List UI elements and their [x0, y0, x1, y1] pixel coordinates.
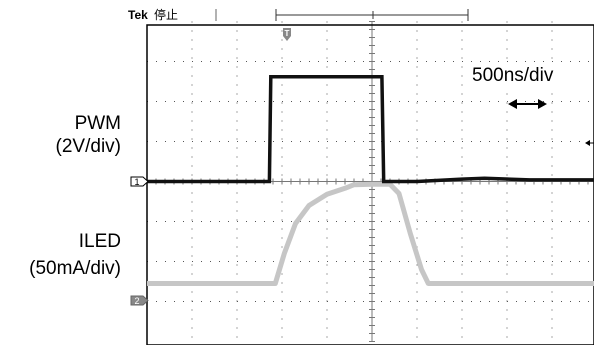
- record-view-bracket: [275, 9, 469, 21]
- pwm-label: PWM: [75, 113, 121, 134]
- trigger-position-marker: T: [283, 28, 291, 41]
- double-arrow-icon: [508, 99, 547, 109]
- svg-text:2: 2: [134, 296, 139, 306]
- svg-text:1: 1: [134, 177, 139, 187]
- horizontal-position-arrow-icon: [585, 140, 594, 146]
- pwm-scale-label: (2V/div): [56, 136, 121, 157]
- acquisition-status: 停止: [154, 7, 178, 22]
- pwm-trace: [147, 74, 594, 184]
- timebase-label: 500ns/div: [472, 65, 554, 86]
- brand-label: Tek: [128, 8, 148, 22]
- iled-scale-label: (50mA/div): [29, 258, 121, 279]
- svg-text:T: T: [285, 29, 290, 38]
- iled-trace: [147, 181, 594, 286]
- timebase-label-bg: [468, 62, 558, 86]
- iled-label: ILED: [79, 231, 121, 252]
- channel-1-marker: 1: [130, 176, 149, 187]
- screen-frame: [146, 24, 594, 345]
- channel-2-marker: 2: [130, 295, 149, 306]
